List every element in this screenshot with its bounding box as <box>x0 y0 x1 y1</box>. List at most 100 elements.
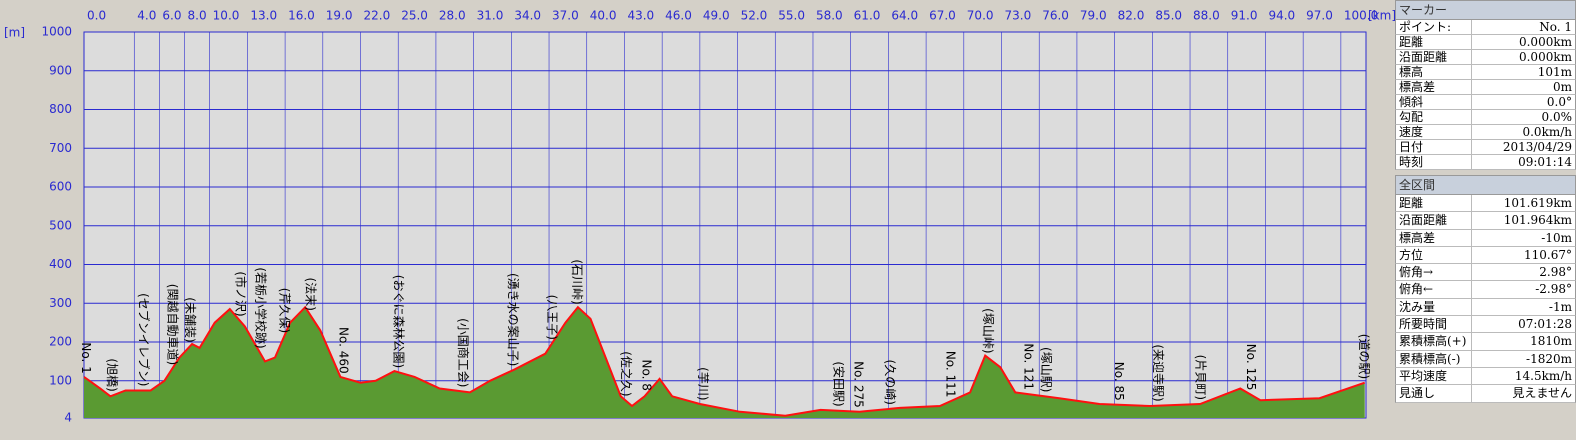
info-row: 見通し 見えません <box>1395 385 1576 403</box>
point-annotation: (市ノ沢) <box>233 271 248 316</box>
point-annotation: No. 8 <box>639 359 653 390</box>
info-value: -1m <box>1548 299 1572 314</box>
info-row: 累積標高(-) -1820m <box>1395 350 1576 368</box>
x-tick-label: 6.0 <box>162 9 181 23</box>
x-tick-label: 28.0 <box>439 9 466 23</box>
info-row: 沿面距離 101.964km <box>1395 212 1576 230</box>
info-row: 傾斜 0.0° <box>1395 95 1576 110</box>
info-value: No. 1 <box>1539 20 1572 34</box>
info-value: 101.619km <box>1503 196 1572 210</box>
x-tick-label: 79.0 <box>1080 9 1107 23</box>
point-annotation: (佐之久) <box>619 351 633 396</box>
x-axis-label: [km] <box>1368 9 1395 23</box>
info-value: 14.5km/h <box>1514 368 1572 383</box>
info-row: 時刻 09:01:14 <box>1395 155 1576 170</box>
info-row: 速度 0.0km/h <box>1395 125 1576 140</box>
point-annotation: (石川峠) <box>570 259 585 304</box>
info-key: 沿面距離 <box>1396 50 1472 64</box>
info-key: 所要時間 <box>1396 316 1472 333</box>
info-key: 標高差 <box>1396 80 1472 94</box>
x-tick-label: 46.0 <box>665 9 692 23</box>
point-annotation: (久の崎) <box>883 360 897 405</box>
info-row: 沈み量 -1m <box>1395 298 1576 317</box>
info-row: 標高 101m <box>1395 65 1576 80</box>
info-row: 沿面距離 0.000km <box>1395 50 1576 65</box>
info-row: 平均速度 14.5km/h <box>1395 367 1576 386</box>
info-key: 距離 <box>1396 35 1472 49</box>
x-tick-label: 55.0 <box>778 9 805 23</box>
info-value: 0.000km <box>1518 35 1572 49</box>
point-annotation: (未舗装) <box>183 297 197 342</box>
info-value: -1820m <box>1526 351 1572 366</box>
x-tick-label: 70.0 <box>967 9 994 23</box>
point-annotation: (小国商工会) <box>456 318 471 387</box>
info-key: 速度 <box>1396 125 1472 139</box>
x-tick-label: 88.0 <box>1193 9 1220 23</box>
info-value: 07:01:28 <box>1518 317 1572 332</box>
point-annotation: No. 275 <box>852 361 866 408</box>
info-row: 距離 0.000km <box>1395 35 1576 50</box>
info-value: 101.964km <box>1503 213 1572 228</box>
x-tick-label: 10.0 <box>213 9 240 23</box>
y-tick-label: 600 <box>49 180 72 194</box>
panel-header: 全区間 <box>1395 175 1576 195</box>
info-value: 09:01:14 <box>1518 155 1572 169</box>
y-tick-label: 900 <box>49 63 72 77</box>
info-value: -10m <box>1541 230 1572 245</box>
point-annotation: No. 1 <box>79 342 93 373</box>
info-row: 勾配 0.0% <box>1395 110 1576 125</box>
info-key: 傾斜 <box>1396 95 1472 109</box>
info-row: 俯角→ 2.98° <box>1395 264 1576 282</box>
y-tick-label: 200 <box>49 335 72 349</box>
x-tick-label: 97.0 <box>1306 9 1333 23</box>
point-annotation: (芋川) <box>696 367 710 400</box>
info-key: 勾配 <box>1396 110 1472 124</box>
info-key: 累積標高(-) <box>1396 350 1472 367</box>
x-tick-label: 31.0 <box>477 9 504 23</box>
x-tick-label: 37.0 <box>552 9 579 23</box>
total-table: 距離 101.619km 沿面距離 101.964km 標高差 -10m 方位 110.67°… <box>1395 195 1576 403</box>
point-annotation: (湧き水の案山子) <box>506 273 521 366</box>
info-row: 標高差 -10m <box>1395 229 1576 247</box>
point-annotation: No. 460 <box>336 327 350 374</box>
y-tick-label: 100 <box>49 373 72 387</box>
point-annotation: (塚山峠) <box>981 308 996 353</box>
info-value: 見えません <box>1512 386 1572 401</box>
info-key: 標高 <box>1396 65 1472 79</box>
info-value: -2.98° <box>1535 282 1572 297</box>
x-tick-label: 8.0 <box>188 9 207 23</box>
info-key: 見通し <box>1396 385 1472 402</box>
info-key: 沈み量 <box>1396 298 1472 316</box>
marker-table: ポイント: No. 1 距離 0.000km 沿面距離 0.000km 標高 101m 標高差 0… <box>1395 20 1576 170</box>
info-key: 累積標高(+) <box>1396 333 1472 350</box>
point-annotation: (旭橋) <box>105 358 119 391</box>
x-tick-label: 25.0 <box>401 9 428 23</box>
x-tick-label: 76.0 <box>1042 9 1069 23</box>
x-tick-label: 94.0 <box>1268 9 1295 23</box>
x-tick-label: 0.0 <box>87 9 106 23</box>
info-key: 日付 <box>1396 140 1472 154</box>
y-tick-label: 300 <box>49 296 72 310</box>
info-value: 110.67° <box>1524 247 1572 262</box>
x-tick-label: 100.0 <box>1344 9 1378 23</box>
x-tick-label: 49.0 <box>703 9 730 23</box>
y-tick-label: 800 <box>49 102 72 116</box>
info-key: 時刻 <box>1396 155 1472 169</box>
info-value: 0.0km/h <box>1522 125 1572 139</box>
y-tick-label: 700 <box>49 141 72 155</box>
x-tick-label: 58.0 <box>816 9 843 23</box>
x-tick-label: 82.0 <box>1118 9 1145 23</box>
info-value: 101m <box>1537 65 1572 79</box>
x-tick-label: 64.0 <box>891 9 918 23</box>
info-row: 累積標高(+) 1810m <box>1395 333 1576 351</box>
info-key: 方位 <box>1396 246 1472 264</box>
info-key: 標高差 <box>1396 229 1472 246</box>
point-annotation: (安田駅) <box>832 361 847 406</box>
info-value: 0.0% <box>1541 110 1573 124</box>
x-tick-label: 22.0 <box>364 9 391 23</box>
point-annotation: No. 121 <box>1021 343 1035 390</box>
point-annotation: (セブンイレブン) <box>137 293 152 386</box>
y-tick-label: 1000 <box>41 25 72 39</box>
x-tick-label: 73.0 <box>1005 9 1032 23</box>
